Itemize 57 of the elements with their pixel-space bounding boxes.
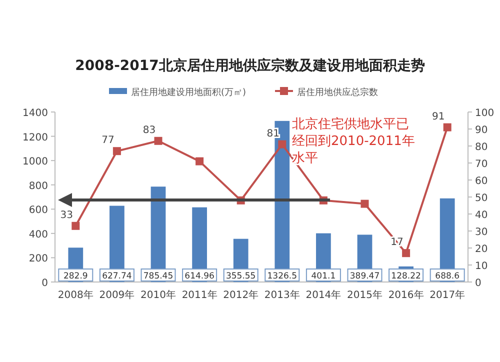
data-label: 355.55: [226, 272, 256, 282]
data-label: 627.74: [102, 272, 132, 282]
point: [360, 200, 369, 208]
data-label: 614.96: [184, 272, 214, 282]
annotation: 水平: [292, 151, 318, 166]
point: [154, 136, 162, 145]
y2-tick-label: 100: [475, 108, 494, 119]
y2-tick-label: 80: [475, 142, 488, 153]
annotation: 经回到2010-2011年: [292, 134, 415, 149]
x-tick-label: 2015年: [347, 289, 382, 301]
data-label: 389.47: [350, 272, 380, 282]
legend-label: 居住用地建设用地面积(万㎡): [131, 87, 246, 98]
x-tick-label: 2014年: [306, 289, 342, 301]
x-tick-label: 2011年: [182, 289, 218, 301]
legend-label: 居住用地供应总宗数: [297, 87, 378, 98]
y-tick-label: 200: [28, 254, 48, 265]
x-tick-label: 2013年: [264, 289, 300, 301]
point: [278, 140, 286, 148]
y-tick-label: 1000: [22, 156, 48, 168]
point: [402, 249, 410, 258]
point: [112, 147, 121, 156]
y-tick-label: 0: [42, 278, 48, 289]
x-tick-label: 2017年: [430, 289, 466, 301]
y2-tick-label: 90: [475, 125, 488, 136]
y-tick-label: 1200: [22, 132, 48, 144]
annotation: 北京住宅供地水平已: [292, 116, 409, 132]
x-tick-label: 2016年: [388, 289, 424, 301]
y-tick-label: 400: [28, 229, 48, 240]
y2-tick-label: 70: [475, 159, 488, 170]
x-tick-label: 2009年: [99, 289, 135, 301]
y2-tick-label: 0: [475, 278, 482, 289]
data-label: 33: [60, 210, 74, 221]
chart-title: 2008-2017北京居住用地供应宗数及建设用地面积走势: [75, 57, 425, 74]
data-label: 83: [142, 124, 156, 136]
y-tick-label: 800: [28, 180, 48, 192]
y2-tick-label: 50: [475, 193, 488, 204]
data-label: 785.45: [143, 272, 174, 282]
x-tick-label: 2008年: [58, 289, 94, 301]
y2-tick-label: 30: [475, 227, 488, 238]
data-label: 91: [432, 111, 445, 122]
data-label: 1326.5: [267, 272, 298, 282]
y2-tick-label: 60: [475, 176, 488, 187]
data-label: 401.1: [311, 272, 336, 282]
point: [443, 123, 452, 132]
y2-tick-label: 10: [475, 261, 488, 272]
data-label: 128.22: [391, 272, 421, 282]
x-tick-label: 2010年: [140, 289, 176, 301]
point: [196, 157, 204, 166]
point: [72, 222, 80, 230]
y-tick-label: 1400: [22, 108, 48, 119]
data-label: 282.9: [63, 272, 88, 282]
y-tick-label: 600: [28, 205, 48, 216]
x-tick-label: 2012年: [223, 289, 259, 301]
data-label: 688.6: [435, 272, 460, 282]
data-label: 77: [102, 135, 114, 146]
y2-tick-label: 40: [475, 210, 488, 221]
y2-tick-label: 20: [475, 244, 488, 255]
